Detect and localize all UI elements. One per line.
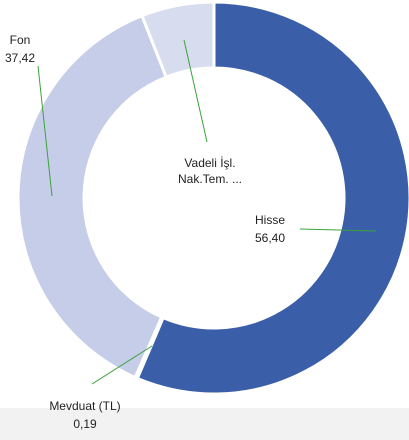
slice-value: 0,19	[73, 417, 97, 431]
slice-label: Vadeli İşl. Nak.Tem. ...	[177, 156, 242, 186]
leader-line	[183, 39, 208, 143]
leader-line	[91, 345, 153, 385]
slice-label: Mevduat (TL)	[49, 399, 121, 413]
slice-value: 56,40	[254, 231, 286, 245]
leader-line	[299, 228, 377, 232]
footer-band	[0, 408, 409, 440]
slice-label: Fon	[9, 33, 31, 47]
donut-slice	[16, 13, 169, 380]
donut-slice	[135, 0, 409, 396]
leader-line	[37, 65, 53, 197]
slice-label: Hisse	[254, 213, 285, 227]
donut-slice	[140, 0, 216, 80]
slice-value: 37,42	[4, 51, 36, 65]
